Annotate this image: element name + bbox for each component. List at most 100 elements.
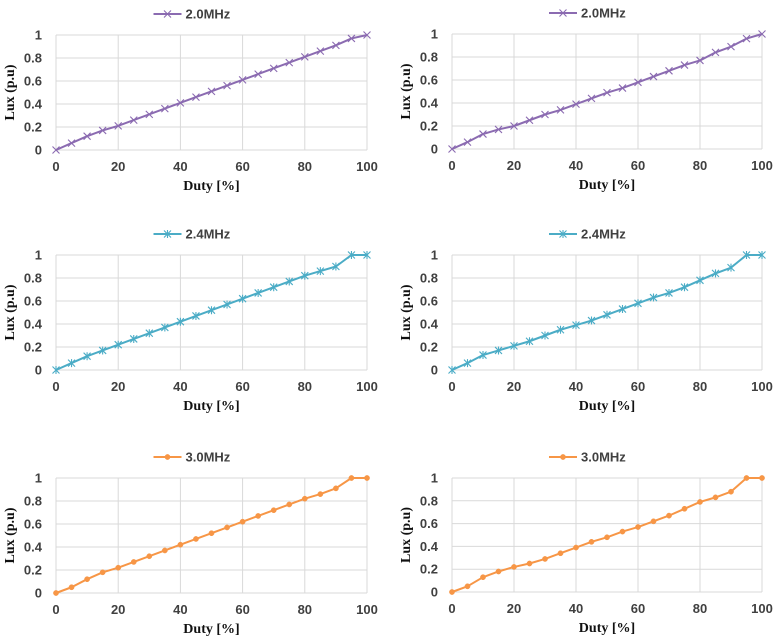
data-point — [301, 495, 308, 502]
legend-marker — [560, 454, 566, 460]
data-point — [84, 576, 90, 583]
chart-panel-6: 0 20 40 60 80 100 0 0.2 0.4 0.6 0.8 1 Duty [%] Lux (p… — [399, 450, 773, 637]
data-point — [727, 42, 735, 51]
data-point — [130, 559, 137, 565]
x-tick-label: 20 — [507, 379, 521, 394]
y-tick-label: 0.4 — [420, 96, 439, 111]
data-point — [286, 501, 293, 508]
data-point — [177, 541, 184, 548]
data-point — [480, 574, 486, 581]
data-point — [603, 88, 611, 97]
chart-panel-5: 0 20 40 60 80 100 0 0.2 0.4 0.6 0.8 1 Duty [%] Lux (p… — [3, 450, 378, 638]
y-tick-label: 0.6 — [420, 516, 438, 531]
data-point — [448, 366, 456, 374]
chart-panel-4: 0 20 40 60 80 100 0 0.2 0.4 0.6 0.8 1 Duty [%] Lux (p… — [399, 227, 773, 415]
data-point — [114, 121, 123, 130]
data-point — [449, 589, 455, 595]
y-tick-label: 0 — [431, 585, 438, 600]
data-point — [525, 337, 534, 346]
x-tick-label: 0 — [448, 601, 455, 616]
data-point — [542, 556, 548, 562]
data-point — [742, 34, 751, 43]
data-point — [463, 359, 472, 368]
y-tick-label: 0.4 — [24, 317, 43, 332]
data-point — [68, 584, 75, 591]
data-point — [98, 346, 107, 355]
y-tick-label: 0.4 — [24, 97, 43, 112]
data-point — [238, 294, 247, 303]
data-point — [665, 66, 673, 75]
data-point — [53, 590, 59, 596]
data-point — [300, 271, 309, 280]
x-tick-label: 60 — [235, 379, 249, 394]
x-tick-label: 20 — [111, 159, 125, 174]
data-point — [758, 251, 766, 259]
x-axis-title: Duty [%] — [183, 399, 239, 414]
x-tick-label: 60 — [235, 159, 249, 174]
data-point — [83, 352, 91, 361]
x-axis-title: Duty [%] — [183, 622, 239, 637]
data-point — [697, 499, 703, 505]
data-point — [98, 126, 107, 135]
data-point — [526, 560, 533, 567]
y-axis-title: Lux (p.u) — [3, 284, 18, 340]
x-tick-label: 20 — [111, 602, 125, 617]
data-point — [666, 512, 672, 519]
data-point — [176, 317, 185, 326]
data-point — [541, 110, 549, 119]
data-point — [146, 553, 153, 560]
data-point — [285, 58, 294, 67]
data-point — [145, 110, 154, 119]
y-axis-title: Lux (p.u) — [3, 507, 18, 563]
y-tick-label: 0.2 — [420, 119, 438, 134]
y-tick-label: 1 — [35, 471, 42, 486]
data-point — [364, 475, 370, 481]
data-point — [300, 52, 309, 61]
data-point — [696, 276, 704, 285]
x-tick-label: 40 — [569, 379, 583, 394]
y-tick-label: 0 — [431, 142, 438, 157]
data-point — [162, 547, 168, 554]
data-point — [192, 311, 200, 320]
data-point — [494, 125, 503, 134]
data-point — [525, 116, 534, 125]
data-point — [270, 507, 277, 514]
data-point — [510, 341, 518, 350]
data-point — [665, 288, 673, 297]
data-point — [348, 475, 355, 481]
legend-label: 2.4MHz — [581, 227, 626, 242]
x-tick-label: 100 — [751, 158, 773, 173]
chart-panel-2: 0 20 40 60 80 100 0 0.2 0.4 0.6 0.8 1 Duty [%] Lux (p… — [399, 6, 773, 194]
data-point — [176, 98, 185, 107]
x-tick-label: 80 — [298, 379, 312, 394]
data-point — [332, 41, 340, 50]
x-tick-label: 40 — [569, 158, 583, 173]
data-point — [758, 30, 766, 38]
data-point — [479, 351, 487, 360]
y-tick-label: 0.6 — [24, 517, 42, 532]
data-point — [743, 475, 750, 481]
y-tick-label: 1 — [431, 471, 438, 486]
x-tick-label: 20 — [507, 158, 521, 173]
x-tick-label: 40 — [173, 602, 187, 617]
y-tick-label: 0.8 — [24, 494, 42, 509]
y-tick-label: 0.2 — [24, 120, 42, 135]
data-point — [573, 544, 579, 551]
y-tick-label: 0 — [35, 363, 42, 378]
data-point — [67, 359, 76, 368]
data-point — [333, 485, 339, 492]
legend-label: 2.4MHz — [186, 227, 231, 242]
data-point — [316, 267, 325, 276]
data-point — [464, 583, 471, 590]
x-axis-title: Duty [%] — [579, 399, 635, 414]
y-axis-title: Lux (p.u) — [399, 507, 414, 563]
y-tick-label: 1 — [431, 248, 438, 263]
y-tick-label: 0.6 — [24, 294, 42, 309]
x-tick-label: 80 — [298, 602, 312, 617]
data-point — [317, 491, 324, 497]
data-point — [680, 61, 689, 69]
x-tick-label: 40 — [569, 601, 583, 616]
y-tick-label: 0.8 — [24, 271, 42, 286]
